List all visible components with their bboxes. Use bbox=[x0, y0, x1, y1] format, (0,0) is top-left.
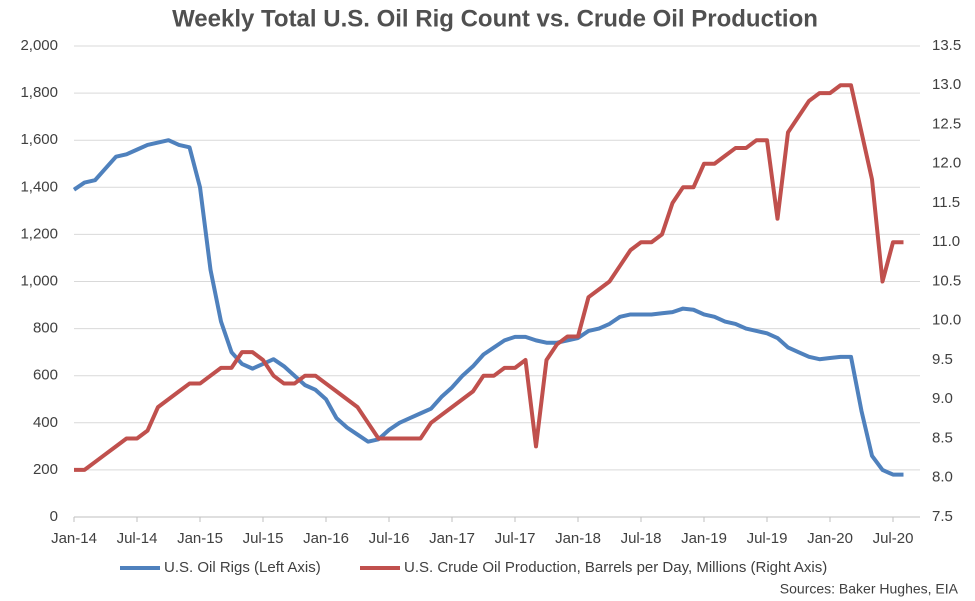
x-tick-label: Jul-14 bbox=[117, 530, 158, 547]
y-tick-label: 800 bbox=[33, 320, 58, 337]
x-tick-label: Jul-18 bbox=[621, 530, 662, 547]
x-tick-label: Jan-15 bbox=[177, 530, 223, 547]
x-tick-label: Jan-14 bbox=[51, 530, 97, 547]
y2-tick-label: 11.5 bbox=[932, 194, 960, 211]
series-line bbox=[74, 83, 904, 472]
x-tick-label: Jul-16 bbox=[369, 530, 410, 547]
source-note: Sources: Baker Hughes, EIA bbox=[780, 581, 959, 597]
x-tick-label: Jan-19 bbox=[681, 530, 727, 547]
y2-tick-label: 12.5 bbox=[932, 115, 961, 132]
x-tick-label: Jan-16 bbox=[303, 530, 349, 547]
x-tick-label: Jan-18 bbox=[555, 530, 601, 547]
y2-tick-label: 13.5 bbox=[932, 37, 961, 54]
y-tick-label: 600 bbox=[33, 367, 58, 384]
x-tick-label: Jul-15 bbox=[243, 530, 284, 547]
y2-tick-label: 8.0 bbox=[932, 469, 953, 486]
y2-tick-label: 11.0 bbox=[932, 233, 960, 250]
y-tick-label: 1,800 bbox=[20, 84, 58, 101]
y2-tick-label: 10.0 bbox=[932, 312, 961, 329]
series-line bbox=[72, 138, 904, 477]
y-tick-label: 400 bbox=[33, 414, 58, 431]
y2-tick-label: 7.5 bbox=[932, 508, 953, 525]
x-tick-label: Jul-20 bbox=[873, 530, 914, 547]
x-tick-label: Jul-19 bbox=[747, 530, 788, 547]
y-tick-label: 200 bbox=[33, 461, 58, 478]
legend-label: U.S. Crude Oil Production, Barrels per D… bbox=[404, 559, 827, 576]
legend-label: U.S. Oil Rigs (Left Axis) bbox=[164, 559, 321, 576]
y-tick-label: 2,000 bbox=[20, 37, 58, 54]
y-tick-label: 1,000 bbox=[20, 272, 58, 289]
y2-tick-label: 10.5 bbox=[932, 272, 961, 289]
y2-tick-label: 12.0 bbox=[932, 155, 961, 172]
y-tick-label: 1,600 bbox=[20, 131, 58, 148]
y-tick-label: 0 bbox=[50, 508, 58, 525]
x-tick-label: Jan-17 bbox=[429, 530, 475, 547]
y2-tick-label: 8.5 bbox=[932, 429, 953, 446]
y2-tick-label: 13.0 bbox=[932, 76, 961, 93]
chart-title: Weekly Total U.S. Oil Rig Count vs. Crud… bbox=[172, 5, 818, 32]
x-tick-label: Jul-17 bbox=[495, 530, 536, 547]
y2-tick-label: 9.0 bbox=[932, 390, 953, 407]
y-tick-label: 1,200 bbox=[20, 225, 58, 242]
x-tick-label: Jan-20 bbox=[807, 530, 853, 547]
y2-tick-label: 9.5 bbox=[932, 351, 953, 368]
y-tick-label: 1,400 bbox=[20, 178, 58, 195]
